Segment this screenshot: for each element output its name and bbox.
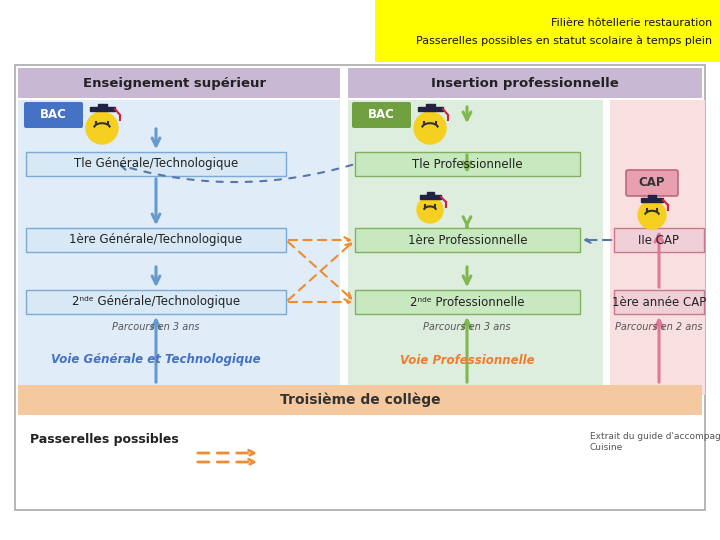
Text: 2ⁿᵈᵉ Générale/Technologique: 2ⁿᵈᵉ Générale/Technologique: [72, 295, 240, 308]
Text: Enseignement supérieur: Enseignement supérieur: [84, 77, 266, 90]
Bar: [375, 0, 720, 62]
Text: 1ère Générale/Technologique: 1ère Générale/Technologique: [69, 233, 243, 246]
Text: 1ère année CAP: 1ère année CAP: [612, 295, 706, 308]
Text: Voie Générale et Technologique: Voie Générale et Technologique: [51, 354, 261, 367]
Text: 2ⁿᵈᵉ Professionnelle: 2ⁿᵈᵉ Professionnelle: [410, 295, 525, 308]
Circle shape: [638, 201, 666, 229]
Bar: [610, 100, 705, 395]
Bar: [355, 228, 580, 252]
Polygon shape: [426, 104, 435, 108]
Bar: [614, 290, 704, 314]
Bar: [348, 100, 603, 395]
Text: Passerelles possibles en statut scolaire à temps plein: Passerelles possibles en statut scolaire…: [416, 36, 712, 46]
Text: Filière hôtellerie restauration: Filière hôtellerie restauration: [551, 18, 712, 28]
Text: Passerelles possibles: Passerelles possibles: [30, 434, 179, 447]
Bar: [18, 68, 340, 98]
Text: BAC: BAC: [368, 109, 395, 122]
FancyBboxPatch shape: [626, 170, 678, 196]
Text: Tle Professionnelle: Tle Professionnelle: [412, 158, 523, 171]
Bar: [355, 290, 580, 314]
Text: Parcours en 3 ans: Parcours en 3 ans: [423, 322, 510, 332]
Polygon shape: [427, 192, 434, 196]
Text: BAC: BAC: [40, 109, 66, 122]
Text: CAP: CAP: [639, 177, 665, 190]
Polygon shape: [648, 195, 656, 199]
Bar: [26, 228, 286, 252]
Text: Troisième de collège: Troisième de collège: [279, 393, 441, 407]
Polygon shape: [641, 198, 663, 202]
Polygon shape: [418, 107, 443, 111]
Circle shape: [414, 112, 446, 144]
Polygon shape: [98, 104, 107, 108]
Bar: [355, 152, 580, 176]
Text: Tle Générale/Technologique: Tle Générale/Technologique: [74, 158, 238, 171]
FancyBboxPatch shape: [24, 102, 83, 128]
Circle shape: [417, 197, 443, 223]
Bar: [18, 100, 340, 395]
Text: Insertion professionnelle: Insertion professionnelle: [431, 77, 619, 90]
Bar: [15, 65, 705, 510]
FancyBboxPatch shape: [352, 102, 411, 128]
Text: Parcours en 3 ans: Parcours en 3 ans: [112, 322, 199, 332]
Bar: [614, 228, 704, 252]
Bar: [26, 290, 286, 314]
Polygon shape: [420, 195, 441, 199]
Polygon shape: [90, 107, 115, 111]
Bar: [26, 152, 286, 176]
Text: 1ère Professionnelle: 1ère Professionnelle: [408, 233, 527, 246]
Text: Parcours en 2 ans: Parcours en 2 ans: [616, 322, 703, 332]
Bar: [18, 385, 702, 415]
Text: Voie Professionnelle: Voie Professionnelle: [400, 354, 534, 367]
Circle shape: [86, 112, 118, 144]
Text: IIe CAP: IIe CAP: [639, 233, 680, 246]
Text: Extrait du guide d'accompagnement BAC PRO CSR -
Cuisine: Extrait du guide d'accompagnement BAC PR…: [590, 433, 720, 451]
Bar: [348, 68, 702, 98]
